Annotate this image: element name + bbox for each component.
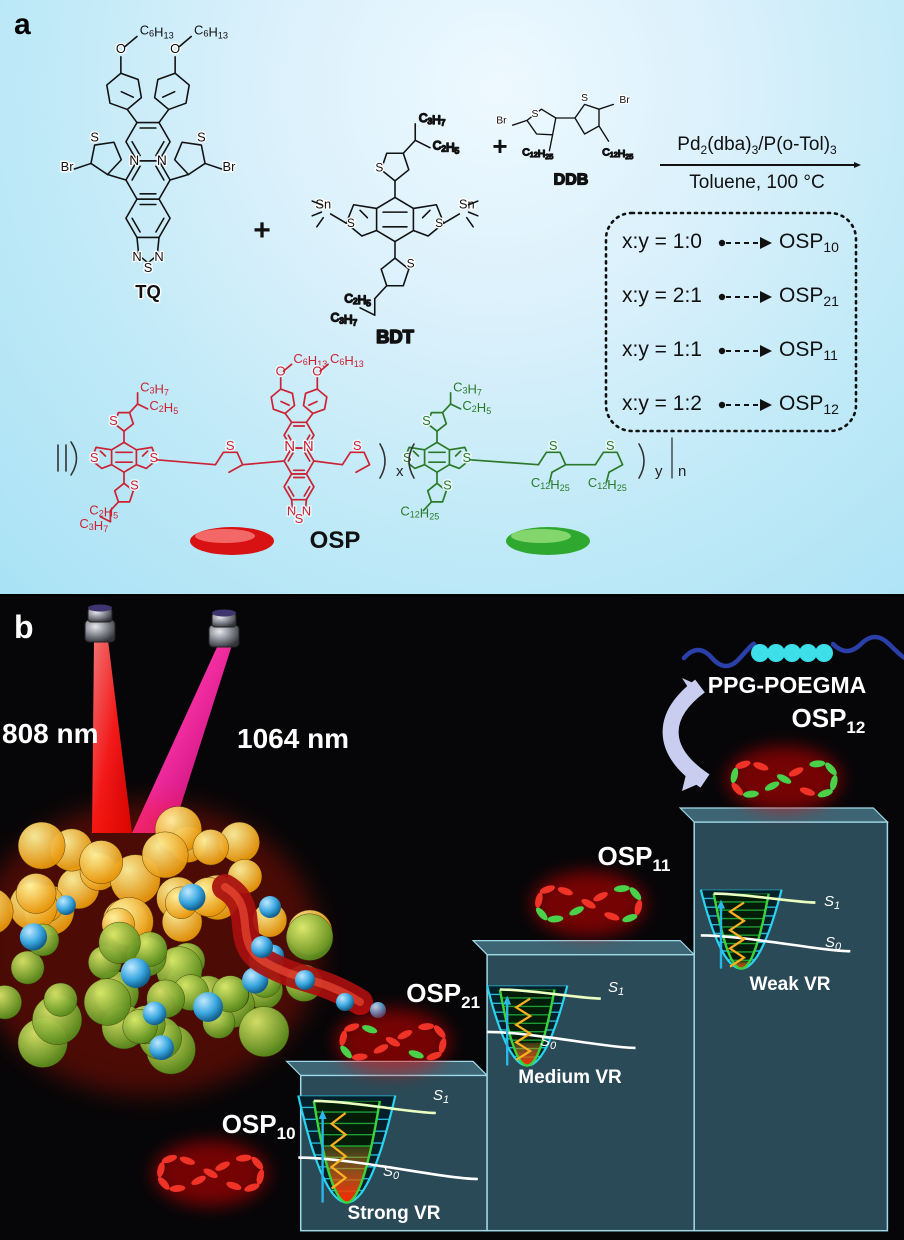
svg-text:C6H13: C6H13 bbox=[330, 351, 364, 369]
svg-text:S: S bbox=[549, 438, 558, 453]
svg-text:C2H5: C2H5 bbox=[462, 398, 491, 416]
svg-text:1064 nm: 1064 nm bbox=[237, 723, 349, 754]
svg-text:S: S bbox=[581, 93, 588, 104]
svg-text:+: + bbox=[492, 131, 507, 161]
svg-text:TQ: TQ bbox=[135, 281, 161, 302]
svg-text:S: S bbox=[435, 216, 443, 230]
svg-text:S: S bbox=[407, 256, 415, 270]
svg-text:O: O bbox=[116, 41, 126, 56]
svg-text:Br: Br bbox=[619, 95, 630, 106]
svg-text:C12H25: C12H25 bbox=[602, 148, 633, 161]
svg-text:S: S bbox=[109, 413, 118, 428]
svg-text:C12H25: C12H25 bbox=[522, 148, 553, 161]
svg-text:N: N bbox=[284, 438, 295, 455]
svg-text:Br: Br bbox=[496, 116, 507, 127]
svg-text:C12H25: C12H25 bbox=[588, 475, 627, 493]
svg-text:n: n bbox=[678, 463, 686, 480]
svg-text:OSP11: OSP11 bbox=[598, 841, 671, 875]
svg-text:O: O bbox=[170, 41, 180, 56]
svg-text:N: N bbox=[154, 249, 163, 264]
svg-text:C2H5: C2H5 bbox=[433, 139, 460, 156]
svg-text:N: N bbox=[303, 438, 314, 455]
svg-text:S: S bbox=[422, 413, 431, 428]
svg-text:b: b bbox=[14, 609, 34, 645]
svg-text:N: N bbox=[129, 153, 139, 168]
svg-text:PPG-POEGMA: PPG-POEGMA bbox=[708, 672, 866, 698]
svg-text:S: S bbox=[90, 129, 99, 144]
svg-text:BDT: BDT bbox=[376, 326, 415, 347]
svg-text:Br: Br bbox=[223, 159, 237, 174]
svg-text:x:y = 2:1: x:y = 2:1 bbox=[622, 284, 702, 307]
svg-text:S: S bbox=[90, 450, 99, 465]
svg-text:S: S bbox=[353, 438, 362, 453]
svg-text:S: S bbox=[532, 109, 539, 120]
svg-text:OSP10: OSP10 bbox=[779, 230, 839, 255]
svg-text:C3H7: C3H7 bbox=[453, 380, 482, 398]
svg-text:S: S bbox=[144, 260, 153, 275]
svg-text:C3H7: C3H7 bbox=[140, 380, 169, 398]
svg-text:x:y = 1:0: x:y = 1:0 bbox=[622, 230, 702, 253]
svg-text:S: S bbox=[197, 129, 206, 144]
svg-text:S: S bbox=[149, 450, 158, 465]
svg-text:OSP: OSP bbox=[310, 527, 361, 554]
svg-text:C3H7: C3H7 bbox=[331, 311, 358, 328]
svg-text:S: S bbox=[130, 478, 139, 493]
svg-text:Weak VR: Weak VR bbox=[750, 974, 831, 995]
svg-text:OSP11: OSP11 bbox=[779, 338, 838, 363]
svg-text:S: S bbox=[443, 478, 452, 493]
svg-text:Br: Br bbox=[61, 159, 75, 174]
svg-text:OSP21: OSP21 bbox=[779, 284, 839, 309]
svg-text:808 nm: 808 nm bbox=[2, 718, 99, 749]
svg-text:+: + bbox=[253, 214, 271, 247]
svg-text:x:y = 1:1: x:y = 1:1 bbox=[622, 338, 702, 361]
svg-text:S: S bbox=[375, 161, 383, 175]
svg-text:S: S bbox=[226, 438, 235, 453]
svg-text:Pd2(dba)3/P(o-Tol)3: Pd2(dba)3/P(o-Tol)3 bbox=[677, 134, 837, 157]
svg-text:x: x bbox=[396, 463, 404, 480]
svg-text:C12H25: C12H25 bbox=[531, 475, 570, 493]
svg-text:S: S bbox=[295, 511, 304, 526]
svg-text:C2H5: C2H5 bbox=[149, 398, 178, 416]
svg-text:C6H13: C6H13 bbox=[194, 23, 228, 41]
svg-text:OSP10: OSP10 bbox=[222, 1109, 296, 1143]
svg-text:Medium VR: Medium VR bbox=[518, 1067, 622, 1088]
svg-text:S: S bbox=[462, 450, 471, 465]
svg-text:DDB: DDB bbox=[554, 171, 589, 188]
svg-text:S: S bbox=[606, 438, 615, 453]
svg-text:OSP12: OSP12 bbox=[779, 392, 839, 417]
svg-text:C3H7: C3H7 bbox=[419, 111, 446, 128]
svg-text:S: S bbox=[347, 216, 355, 230]
svg-text:Strong VR: Strong VR bbox=[348, 1203, 441, 1224]
svg-text:x:y = 1:2: x:y = 1:2 bbox=[622, 392, 702, 415]
svg-text:OSP21: OSP21 bbox=[406, 978, 480, 1012]
svg-text:C6H13: C6H13 bbox=[140, 23, 174, 41]
svg-text:Toluene, 100 °C: Toluene, 100 °C bbox=[689, 172, 824, 193]
svg-text:OSP12: OSP12 bbox=[792, 703, 866, 737]
svg-text:y: y bbox=[655, 463, 663, 480]
svg-text:C2H5: C2H5 bbox=[344, 291, 371, 308]
svg-text:N: N bbox=[132, 249, 141, 264]
svg-text:N: N bbox=[157, 153, 167, 168]
svg-text:C12H25: C12H25 bbox=[400, 504, 439, 522]
